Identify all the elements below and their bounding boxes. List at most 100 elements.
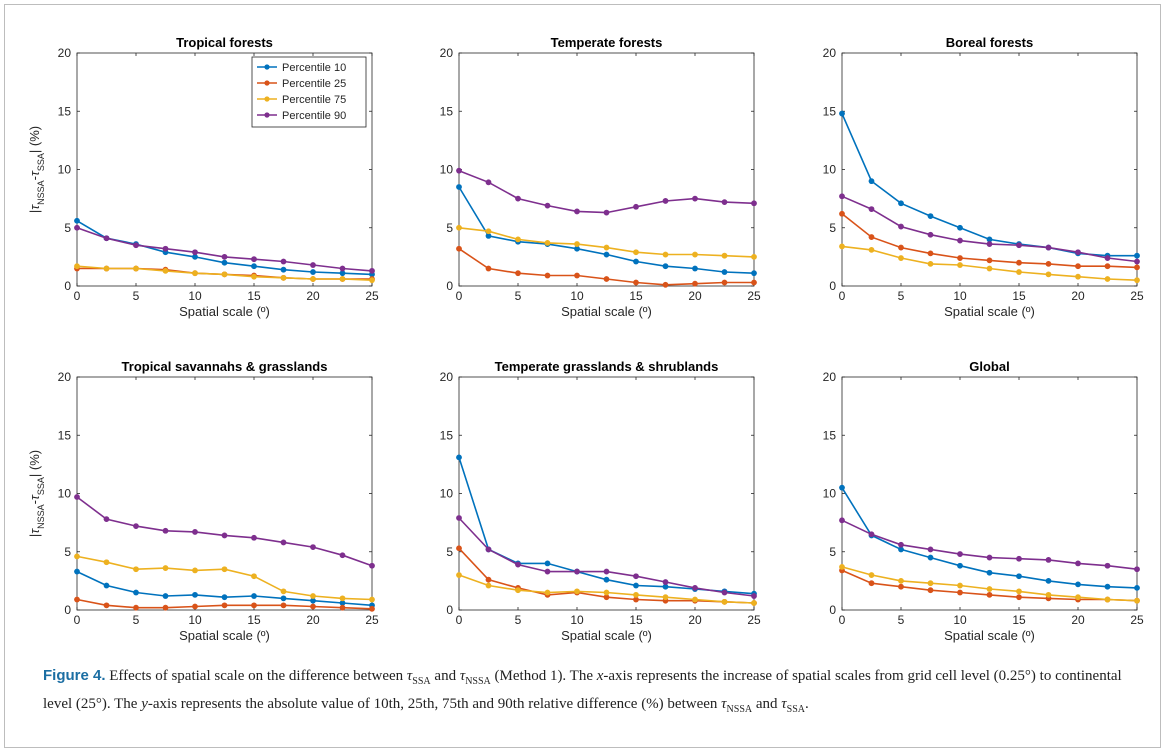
caption-text-4: -axis represents the increase of spatial… bbox=[43, 668, 1122, 712]
data-point bbox=[868, 580, 875, 587]
data-point bbox=[603, 251, 610, 258]
data-point bbox=[839, 517, 845, 524]
series-percentile-75 bbox=[456, 224, 757, 260]
y-tick-label: 5 bbox=[446, 221, 453, 235]
data-point bbox=[927, 213, 934, 219]
plot-area bbox=[76, 376, 373, 611]
data-point bbox=[74, 596, 80, 603]
x-tick-label: 20 bbox=[306, 289, 320, 303]
series-percentile-75 bbox=[839, 243, 1140, 284]
data-point bbox=[74, 224, 80, 231]
legend: Percentile 10 Percentile 25 Percentile 75 P… bbox=[251, 56, 367, 128]
series-percentile-90 bbox=[456, 167, 757, 216]
y-tick-label: 5 bbox=[446, 545, 453, 559]
legend-label: Percentile 75 bbox=[282, 94, 346, 106]
x-tick-label: 25 bbox=[747, 613, 761, 627]
data-point bbox=[192, 591, 198, 598]
data-point bbox=[485, 228, 492, 235]
caption-end: . bbox=[805, 696, 809, 712]
data-point bbox=[692, 584, 698, 591]
x-tick-label: 20 bbox=[306, 613, 320, 627]
y-tick-label: 15 bbox=[58, 104, 72, 118]
x-tick-label: 10 bbox=[188, 289, 202, 303]
data-point bbox=[868, 178, 875, 185]
data-point bbox=[1016, 573, 1022, 580]
y-tick-label: 0 bbox=[829, 279, 836, 293]
y-tick-label: 5 bbox=[64, 221, 71, 235]
data-point bbox=[74, 494, 80, 500]
y-tick-label: 0 bbox=[446, 279, 453, 293]
data-point bbox=[339, 604, 346, 611]
data-point bbox=[251, 256, 257, 263]
data-point bbox=[1134, 584, 1140, 591]
caption-text-1: Effects of spatial scale on the differen… bbox=[109, 668, 404, 684]
data-point bbox=[1104, 562, 1111, 569]
data-point bbox=[103, 235, 110, 242]
x-tick-label: 0 bbox=[839, 613, 846, 627]
caption-text-6: and bbox=[755, 696, 778, 712]
data-point bbox=[192, 270, 198, 277]
data-point bbox=[544, 568, 551, 575]
series-percentile-90 bbox=[839, 517, 1140, 573]
data-point bbox=[221, 271, 228, 278]
data-point bbox=[485, 546, 492, 553]
data-point bbox=[633, 573, 639, 580]
data-point bbox=[251, 573, 257, 580]
x-tick-label: 5 bbox=[898, 613, 905, 627]
y-tick-label: 15 bbox=[823, 104, 837, 118]
x-axis-label: Spatial scale (º) bbox=[179, 628, 270, 643]
data-point bbox=[456, 545, 462, 552]
data-point bbox=[339, 595, 346, 602]
legend-label: Percentile 90 bbox=[282, 110, 346, 122]
x-tick-label: 10 bbox=[188, 613, 202, 627]
data-point bbox=[310, 269, 316, 275]
data-point bbox=[280, 595, 287, 602]
data-point bbox=[310, 544, 316, 550]
y-tick-label: 5 bbox=[64, 545, 71, 559]
data-point bbox=[721, 279, 728, 286]
series-percentile-75 bbox=[74, 263, 375, 284]
tau-symbol: τ bbox=[459, 668, 466, 684]
series-percentile-90 bbox=[456, 515, 757, 599]
data-point bbox=[839, 110, 845, 117]
x-tick-label: 10 bbox=[953, 613, 967, 627]
data-point bbox=[162, 245, 169, 252]
data-point bbox=[898, 200, 904, 207]
plot-area bbox=[458, 52, 755, 287]
data-point bbox=[133, 265, 139, 272]
data-point bbox=[456, 572, 462, 578]
data-point bbox=[339, 276, 346, 282]
data-point bbox=[1075, 594, 1081, 601]
data-point bbox=[192, 603, 198, 610]
data-point bbox=[1075, 273, 1081, 280]
data-point bbox=[310, 276, 316, 282]
y-tick-label: 0 bbox=[446, 603, 453, 617]
data-point bbox=[868, 206, 875, 213]
data-point bbox=[515, 236, 521, 243]
data-point bbox=[251, 534, 257, 541]
data-point bbox=[574, 588, 580, 595]
series-percentile-90 bbox=[839, 193, 1140, 265]
legend-marker bbox=[264, 80, 270, 86]
data-point bbox=[280, 539, 287, 546]
data-point bbox=[839, 193, 845, 200]
data-point bbox=[162, 527, 169, 534]
data-point bbox=[957, 562, 963, 569]
data-point bbox=[751, 593, 757, 599]
data-point bbox=[898, 577, 904, 584]
x-tick-label: 20 bbox=[1071, 613, 1085, 627]
y-tick-label: 15 bbox=[440, 428, 454, 442]
data-point bbox=[1045, 577, 1052, 584]
x-tick-label: 5 bbox=[133, 613, 140, 627]
data-point bbox=[927, 231, 934, 238]
x-tick-label: 25 bbox=[1130, 613, 1144, 627]
x-axis-label: Spatial scale (º) bbox=[179, 304, 270, 319]
data-point bbox=[544, 272, 551, 279]
series-percentile-10 bbox=[839, 484, 1140, 591]
data-point bbox=[485, 576, 492, 583]
y-tick-label: 20 bbox=[823, 370, 837, 384]
x-tick-label: 15 bbox=[629, 613, 643, 627]
data-point bbox=[369, 277, 375, 284]
x-tick-label: 25 bbox=[365, 613, 379, 627]
x-tick-label: 10 bbox=[570, 613, 584, 627]
